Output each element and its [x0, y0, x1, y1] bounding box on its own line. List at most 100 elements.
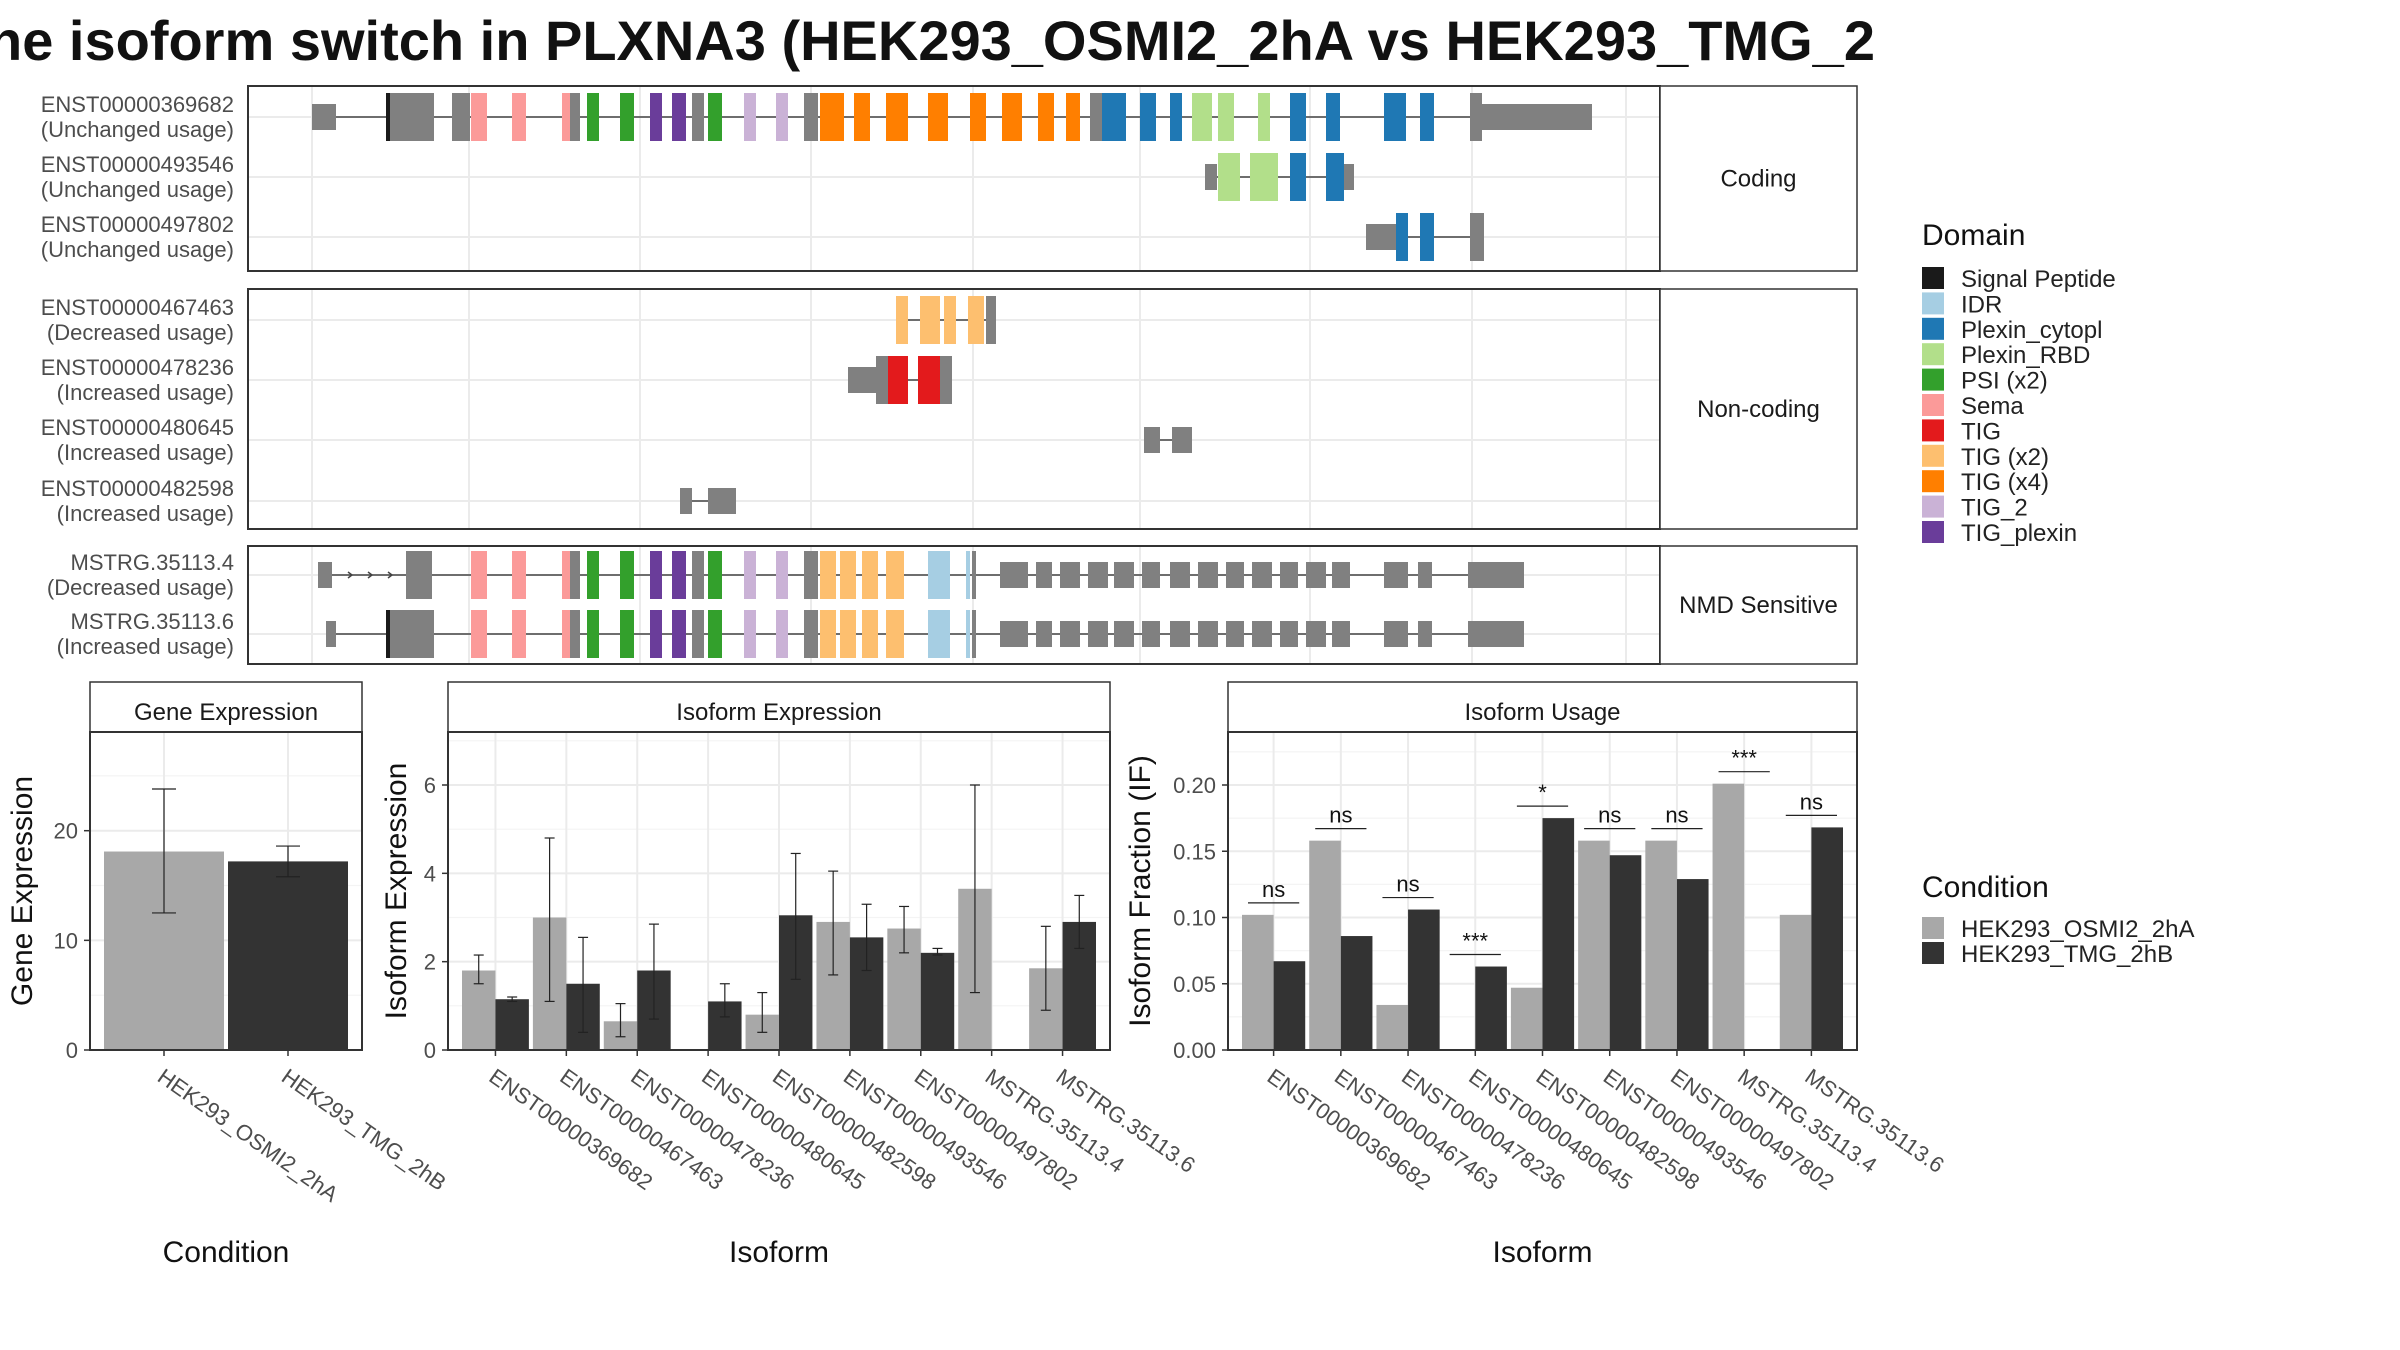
legend-label: TIG_plexin	[1961, 520, 2077, 547]
strip	[1659, 288, 1858, 530]
chart-title: Gene Expression	[134, 699, 318, 726]
legend-label: Plexin_cytopl	[1961, 317, 2102, 344]
error-bar	[1040, 925, 1051, 1011]
exon	[1226, 621, 1244, 647]
y-tick-label: 2	[424, 950, 436, 975]
exon	[1384, 562, 1408, 588]
error-bar	[861, 903, 872, 972]
domain-exon	[512, 610, 526, 658]
domain-exon	[970, 93, 986, 141]
domain-exon	[820, 93, 844, 141]
exon	[390, 610, 434, 658]
legend-swatch	[1922, 267, 1944, 289]
domain-exon	[1266, 153, 1278, 201]
bar	[1340, 936, 1373, 1050]
transcript-usage: (Unchanged usage)	[41, 177, 234, 202]
transcript-usage: (Increased usage)	[57, 440, 234, 465]
domain-exon	[1192, 93, 1212, 141]
exon	[692, 93, 704, 141]
domain-exon	[920, 296, 940, 344]
domain-exon	[1140, 93, 1156, 141]
domain-exon	[862, 610, 878, 658]
error-bar	[276, 845, 300, 878]
error-bar	[544, 837, 555, 1003]
exon	[1088, 621, 1108, 647]
exon	[570, 551, 580, 599]
error-bar	[1074, 894, 1085, 950]
legend-swatch	[1922, 917, 1944, 939]
domain-exon	[1218, 93, 1234, 141]
domain-exon	[886, 93, 908, 141]
error-bar	[969, 784, 980, 994]
domain-exon	[471, 93, 487, 141]
domain-exon	[386, 610, 390, 658]
domain-exon	[896, 296, 908, 344]
exon	[570, 610, 580, 658]
domain-exon	[620, 551, 634, 599]
y-tick-label: 10	[54, 928, 78, 953]
domain-exon	[1396, 213, 1408, 261]
exon	[1198, 621, 1218, 647]
exon	[1252, 562, 1272, 588]
chart-strip	[1227, 681, 1858, 733]
chart-border	[89, 731, 363, 1051]
significance-label: ***	[1731, 746, 1757, 771]
domain-exon	[1258, 93, 1270, 141]
y-tick-label: 0	[66, 1038, 78, 1063]
y-tick-label: 6	[424, 773, 436, 798]
y-axis-label: Isoform Fraction (IF)	[1124, 755, 1157, 1027]
domain-exon	[968, 296, 984, 344]
strand-arrow	[347, 571, 354, 579]
legend-label: PSI (x2)	[1961, 368, 2048, 395]
exon	[1332, 562, 1350, 588]
strip-label: Coding	[1720, 166, 1796, 193]
exon	[1060, 621, 1080, 647]
x-axis-label: Isoform	[729, 1236, 829, 1269]
domain-exon	[1250, 153, 1266, 201]
legend-swatch	[1922, 470, 1944, 493]
exon	[1418, 562, 1432, 588]
legend-swatch	[1922, 368, 1944, 391]
exon	[1142, 562, 1160, 588]
legend-title: Domain	[1922, 219, 2025, 252]
transcript-id: ENST00000497802	[41, 212, 234, 237]
domain-exon	[888, 356, 908, 404]
strand-arrow	[387, 571, 394, 579]
legend-label: Signal Peptide	[1961, 266, 2116, 293]
bar	[1578, 840, 1610, 1050]
exon	[1468, 621, 1524, 647]
domain-exon	[776, 551, 788, 599]
transcript-id: ENST00000482598	[41, 476, 234, 501]
error-bar	[507, 996, 518, 1003]
domain-exon	[1218, 153, 1240, 201]
exon	[452, 93, 470, 141]
transcript-model	[680, 488, 736, 514]
legend-title: Condition	[1922, 871, 2049, 904]
domain-exon	[820, 551, 836, 599]
domain-exon	[776, 610, 788, 658]
bar	[920, 952, 955, 1050]
transcript-id: ENST00000493546	[41, 152, 234, 177]
domain-exon	[928, 610, 950, 658]
significance-label: ns	[1329, 803, 1352, 828]
strip	[1659, 85, 1858, 272]
domain-exon	[587, 551, 599, 599]
exon	[1000, 562, 1028, 588]
transcript-id: MSTRG.35113.6	[71, 609, 234, 634]
bar	[1273, 961, 1306, 1050]
domain-exon	[1420, 93, 1434, 141]
transcript-model	[1144, 427, 1192, 453]
domain-exon	[854, 93, 870, 141]
bar	[1242, 914, 1274, 1050]
domain-exon	[650, 93, 662, 141]
exon	[1170, 621, 1190, 647]
exon	[1172, 427, 1192, 453]
transcript-id: ENST00000467463	[41, 295, 234, 320]
significance-label: ns	[1598, 803, 1621, 828]
domain-exon	[512, 551, 526, 599]
domain-exon	[928, 93, 948, 141]
legend-label: TIG_2	[1961, 495, 2028, 522]
bar	[1779, 914, 1812, 1050]
transcript-model	[896, 296, 996, 344]
